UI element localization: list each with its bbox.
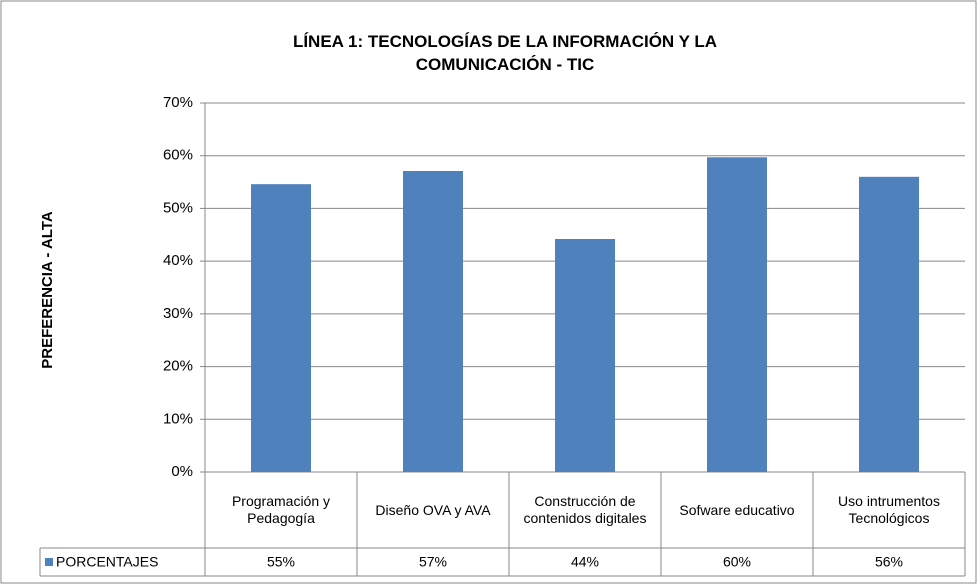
table-value: 57% bbox=[419, 554, 447, 570]
chart-title: LÍNEA 1: TECNOLOGÍAS DE LA INFORMACIÓN Y… bbox=[292, 32, 718, 74]
table-value: 56% bbox=[875, 554, 903, 570]
y-tick-label: 10% bbox=[163, 410, 193, 427]
y-axis-title: PREFERENCIA - ALTA bbox=[39, 211, 56, 369]
y-tick-label: 20% bbox=[163, 358, 193, 375]
x-tick-label: Diseño OVA y AVA bbox=[375, 501, 491, 518]
bar bbox=[251, 184, 311, 472]
x-tick-label: Programación y Pedagogía bbox=[231, 493, 331, 526]
y-tick-label: 70% bbox=[163, 94, 193, 111]
x-tick-label: Construcción de contenidos digitales bbox=[523, 493, 647, 526]
y-tick-label: 30% bbox=[163, 305, 193, 322]
x-tick-label: Sofware educativo bbox=[679, 501, 795, 518]
bar bbox=[859, 176, 919, 473]
bar bbox=[403, 171, 463, 472]
table-value: 60% bbox=[723, 554, 751, 570]
table-value: 55% bbox=[267, 554, 295, 570]
legend-swatch bbox=[45, 558, 53, 566]
bar bbox=[555, 239, 615, 472]
bar bbox=[707, 157, 767, 472]
table-value: 44% bbox=[571, 554, 599, 570]
legend-label: PORCENTAJES bbox=[56, 554, 158, 570]
y-tick-label: 50% bbox=[163, 199, 193, 216]
y-tick-label: 0% bbox=[171, 463, 193, 480]
y-tick-label: 60% bbox=[163, 147, 193, 164]
y-tick-label: 40% bbox=[163, 252, 193, 269]
x-tick-label: Uso intrumentos Tecnológicos bbox=[838, 493, 940, 526]
